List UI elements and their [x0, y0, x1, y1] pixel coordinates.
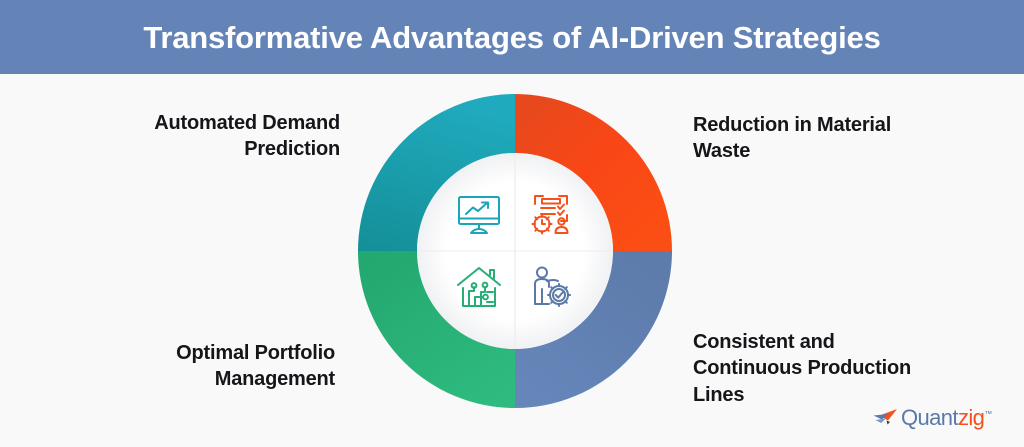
donut-segment-demand[interactable]	[358, 94, 515, 251]
icon-cell-lines[interactable]	[515, 251, 587, 323]
infographic-stage: Automated Demand Prediction Reduction in…	[0, 74, 1024, 447]
label-line: Continuous Production	[693, 357, 911, 380]
quantzig-wordmark: Quantzig™	[901, 407, 992, 429]
clipboard-gear-clock-person-icon	[531, 195, 569, 235]
smart-home-circuit-icon	[457, 266, 501, 307]
label-line: Prediction	[244, 138, 340, 161]
label-consistent-continuous-production-lines: Consistent and Continuous Production Lin…	[693, 329, 993, 408]
quantzig-logo[interactable]: Quantzig™	[872, 407, 992, 429]
label-line: Management	[214, 368, 335, 391]
donut-segment-waste[interactable]	[515, 94, 672, 251]
donut-segment-lines[interactable]	[515, 251, 672, 408]
label-line: Lines	[693, 383, 745, 406]
quantzig-fan-arrow-icon	[873, 409, 897, 425]
label-line: Optimal Portfolio	[176, 342, 335, 364]
header-bar: Transformative Advantages of AI-Driven S…	[0, 0, 1024, 74]
label-line: Consistent and	[693, 331, 835, 353]
hub-dividers	[417, 153, 613, 349]
page-title: Transformative Advantages of AI-Driven S…	[143, 19, 881, 55]
monitor-trend-up-icon	[458, 196, 500, 234]
donut-diagram	[358, 94, 672, 408]
person-presenting-gear-check-icon	[534, 266, 571, 307]
icon-cell-portfolio[interactable]	[443, 251, 515, 323]
icon-cell-demand[interactable]	[443, 179, 515, 251]
label-automated-demand-prediction: Automated Demand Prediction	[40, 110, 340, 163]
donut-segment-portfolio[interactable]	[358, 251, 515, 408]
donut-svg	[358, 94, 672, 408]
wordmark-zig: zig	[957, 405, 985, 430]
trademark-symbol: ™	[984, 409, 992, 419]
label-line: Automated Demand	[154, 112, 340, 134]
wordmark-quant: Quant	[901, 405, 959, 430]
label-reduction-in-material-waste: Reduction in Material Waste	[693, 112, 993, 165]
label-line: Reduction in Material	[693, 114, 892, 136]
label-line: Waste	[693, 140, 751, 163]
icon-cell-waste[interactable]	[515, 179, 587, 251]
label-optimal-portfolio-management: Optimal Portfolio Management	[40, 340, 335, 393]
